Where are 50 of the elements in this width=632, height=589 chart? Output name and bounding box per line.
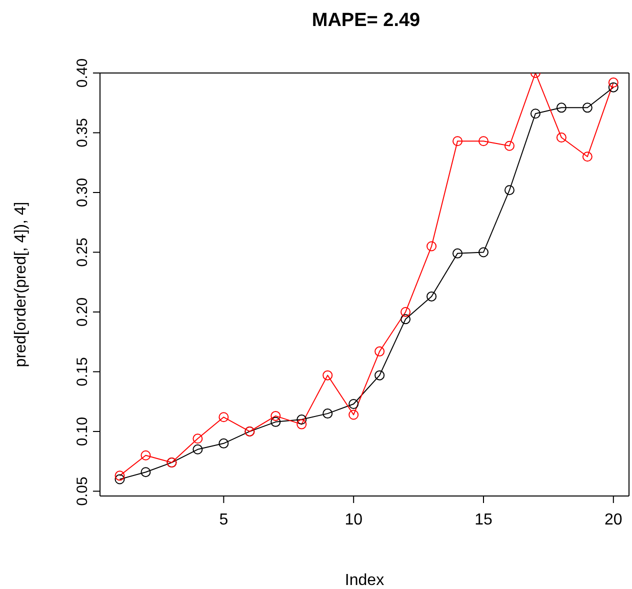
chart-title: MAPE= 2.49 (310, 10, 422, 32)
point (114, 470, 125, 481)
y-tick-label: 0.25 (74, 238, 91, 267)
point (504, 185, 514, 196)
y-tick-label: 0.10 (74, 416, 91, 446)
x-tick-label: 20 (604, 511, 622, 528)
y-tick-label: 0.05 (74, 476, 91, 506)
y-axis-title: pred[order(pred[, 4]), 4] (12, 202, 30, 368)
point (582, 152, 592, 162)
point (478, 136, 488, 146)
point (192, 434, 203, 444)
point (270, 410, 281, 421)
point (218, 438, 229, 448)
point (270, 416, 281, 427)
point (348, 398, 359, 409)
point (114, 474, 125, 484)
point (374, 370, 385, 380)
y-tick-label: 0.20 (74, 297, 91, 327)
y-tick-label: 0.30 (74, 178, 91, 208)
point (296, 419, 307, 430)
x-axis-title: Index (344, 572, 384, 589)
point (504, 140, 514, 151)
y-tick-label: 0.15 (74, 357, 91, 386)
point (478, 247, 488, 258)
point (556, 102, 566, 113)
point (140, 450, 151, 460)
point (426, 291, 437, 302)
y-tick-label: 0.40 (74, 58, 91, 88)
point (322, 408, 333, 419)
point (348, 410, 359, 420)
point (426, 241, 437, 252)
x-tick-label: 5 (219, 511, 228, 528)
point (322, 370, 333, 380)
point (556, 132, 566, 143)
point (400, 306, 411, 317)
point (218, 412, 229, 422)
x-tick-label: 10 (344, 511, 363, 528)
point (374, 346, 385, 356)
point (608, 78, 618, 88)
point (530, 108, 540, 119)
point (608, 82, 618, 92)
point (192, 444, 203, 454)
y-tick-label: 0.35 (74, 118, 91, 148)
x-tick-label: 15 (474, 511, 492, 528)
point (400, 314, 411, 324)
point (582, 102, 592, 113)
point (296, 414, 307, 425)
point (452, 248, 463, 258)
point (140, 467, 151, 478)
point (452, 136, 463, 146)
